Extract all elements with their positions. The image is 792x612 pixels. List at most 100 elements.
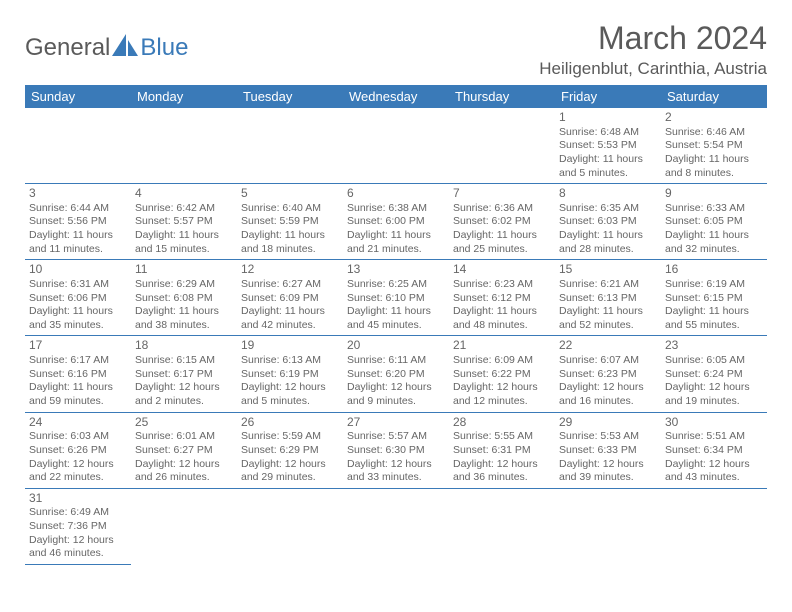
month-title: March 2024 [539,20,767,57]
day-info-line: and 46 minutes. [29,547,127,561]
day-info-line: Daylight: 12 hours [665,458,763,472]
day-info-line: Sunrise: 6:03 AM [29,430,127,444]
day-info-line: Sunrise: 6:31 AM [29,278,127,292]
day-info-line: and 18 minutes. [241,243,339,257]
calendar-cell [237,108,343,184]
calendar-cell: 25Sunrise: 6:01 AMSunset: 6:27 PMDayligh… [131,412,237,488]
day-info-line: and 39 minutes. [559,471,657,485]
day-info-line: Sunset: 6:02 PM [453,215,551,229]
calendar-cell [131,108,237,184]
day-number: 16 [665,262,763,278]
day-number: 11 [135,262,233,278]
calendar-cell: 17Sunrise: 6:17 AMSunset: 6:16 PMDayligh… [25,336,131,412]
calendar-cell [237,488,343,564]
day-info-line: Daylight: 11 hours [665,153,763,167]
day-info-line: and 22 minutes. [29,471,127,485]
day-info-line: Sunrise: 5:53 AM [559,430,657,444]
day-info-line: Daylight: 11 hours [347,229,445,243]
day-info-line: Sunrise: 6:15 AM [135,354,233,368]
day-info-line: Sunrise: 6:40 AM [241,202,339,216]
day-number: 29 [559,415,657,431]
logo: General Blue [25,34,188,62]
calendar-week: 1Sunrise: 6:48 AMSunset: 5:53 PMDaylight… [25,108,767,184]
day-info-line: Sunset: 5:54 PM [665,139,763,153]
calendar-cell [343,488,449,564]
day-info-line: Sunrise: 6:48 AM [559,126,657,140]
day-info-line: Sunset: 6:24 PM [665,368,763,382]
day-info-line: Sunrise: 6:19 AM [665,278,763,292]
day-info-line: Daylight: 11 hours [453,229,551,243]
day-info-line: Sunset: 6:15 PM [665,292,763,306]
day-info-line: Daylight: 12 hours [29,458,127,472]
day-info-line: Sunrise: 6:44 AM [29,202,127,216]
day-info-line: Daylight: 11 hours [241,305,339,319]
day-info-line: Sunset: 6:10 PM [347,292,445,306]
day-info-line: Daylight: 12 hours [241,458,339,472]
day-info-line: Sunset: 6:03 PM [559,215,657,229]
logo-part2: Blue [140,34,188,62]
day-info-line: Sunrise: 6:21 AM [559,278,657,292]
calendar-page: General Blue March 2024 Heiligenblut, Ca… [0,0,792,585]
day-info-line: Sunrise: 6:38 AM [347,202,445,216]
day-info-line: Sunrise: 5:51 AM [665,430,763,444]
day-info-line: and 16 minutes. [559,395,657,409]
day-info-line: and 59 minutes. [29,395,127,409]
weekday-header: Wednesday [343,85,449,108]
calendar-cell: 16Sunrise: 6:19 AMSunset: 6:15 PMDayligh… [661,260,767,336]
calendar-cell: 4Sunrise: 6:42 AMSunset: 5:57 PMDaylight… [131,184,237,260]
day-info-line: Sunrise: 6:17 AM [29,354,127,368]
day-info-line: and 15 minutes. [135,243,233,257]
calendar-cell [449,108,555,184]
title-block: March 2024 Heiligenblut, Carinthia, Aust… [539,20,767,79]
calendar-cell: 18Sunrise: 6:15 AMSunset: 6:17 PMDayligh… [131,336,237,412]
day-info-line: Daylight: 12 hours [453,458,551,472]
day-info-line: Sunset: 5:59 PM [241,215,339,229]
calendar-cell: 27Sunrise: 5:57 AMSunset: 6:30 PMDayligh… [343,412,449,488]
day-info-line: Sunset: 7:36 PM [29,520,127,534]
weekday-header: Monday [131,85,237,108]
calendar-cell: 3Sunrise: 6:44 AMSunset: 5:56 PMDaylight… [25,184,131,260]
day-info-line: Sunset: 6:30 PM [347,444,445,458]
calendar-week: 24Sunrise: 6:03 AMSunset: 6:26 PMDayligh… [25,412,767,488]
day-info-line: and 28 minutes. [559,243,657,257]
calendar-cell: 6Sunrise: 6:38 AMSunset: 6:00 PMDaylight… [343,184,449,260]
day-info-line: Sunset: 6:19 PM [241,368,339,382]
day-info-line: Sunset: 6:22 PM [453,368,551,382]
day-info-line: Daylight: 11 hours [241,229,339,243]
calendar-header: SundayMondayTuesdayWednesdayThursdayFrid… [25,85,767,108]
day-info-line: Sunset: 6:34 PM [665,444,763,458]
location: Heiligenblut, Carinthia, Austria [539,59,767,79]
day-info-line: Daylight: 11 hours [29,229,127,243]
day-info-line: Sunset: 6:09 PM [241,292,339,306]
calendar-cell: 20Sunrise: 6:11 AMSunset: 6:20 PMDayligh… [343,336,449,412]
day-info-line: Sunset: 6:33 PM [559,444,657,458]
day-number: 14 [453,262,551,278]
calendar-cell: 21Sunrise: 6:09 AMSunset: 6:22 PMDayligh… [449,336,555,412]
day-info-line: Sunrise: 6:36 AM [453,202,551,216]
day-info-line: and 12 minutes. [453,395,551,409]
calendar-cell: 8Sunrise: 6:35 AMSunset: 6:03 PMDaylight… [555,184,661,260]
day-number: 28 [453,415,551,431]
day-info-line: and 25 minutes. [453,243,551,257]
day-number: 10 [29,262,127,278]
weekday-header: Sunday [25,85,131,108]
day-info-line: Sunrise: 6:11 AM [347,354,445,368]
day-number: 18 [135,338,233,354]
day-info-line: Sunset: 6:27 PM [135,444,233,458]
calendar-cell: 7Sunrise: 6:36 AMSunset: 6:02 PMDaylight… [449,184,555,260]
day-info-line: and 52 minutes. [559,319,657,333]
day-number: 25 [135,415,233,431]
calendar-cell [449,488,555,564]
calendar-week: 17Sunrise: 6:17 AMSunset: 6:16 PMDayligh… [25,336,767,412]
sail-icon [112,34,140,56]
day-info-line: Daylight: 12 hours [241,381,339,395]
calendar-cell: 26Sunrise: 5:59 AMSunset: 6:29 PMDayligh… [237,412,343,488]
day-info-line: and 21 minutes. [347,243,445,257]
calendar-cell [661,488,767,564]
day-info-line: Sunrise: 5:57 AM [347,430,445,444]
day-info-line: Daylight: 12 hours [559,381,657,395]
day-info-line: Daylight: 12 hours [347,381,445,395]
calendar-week: 31Sunrise: 6:49 AMSunset: 7:36 PMDayligh… [25,488,767,564]
calendar-table: SundayMondayTuesdayWednesdayThursdayFrid… [25,85,767,565]
day-number: 6 [347,186,445,202]
